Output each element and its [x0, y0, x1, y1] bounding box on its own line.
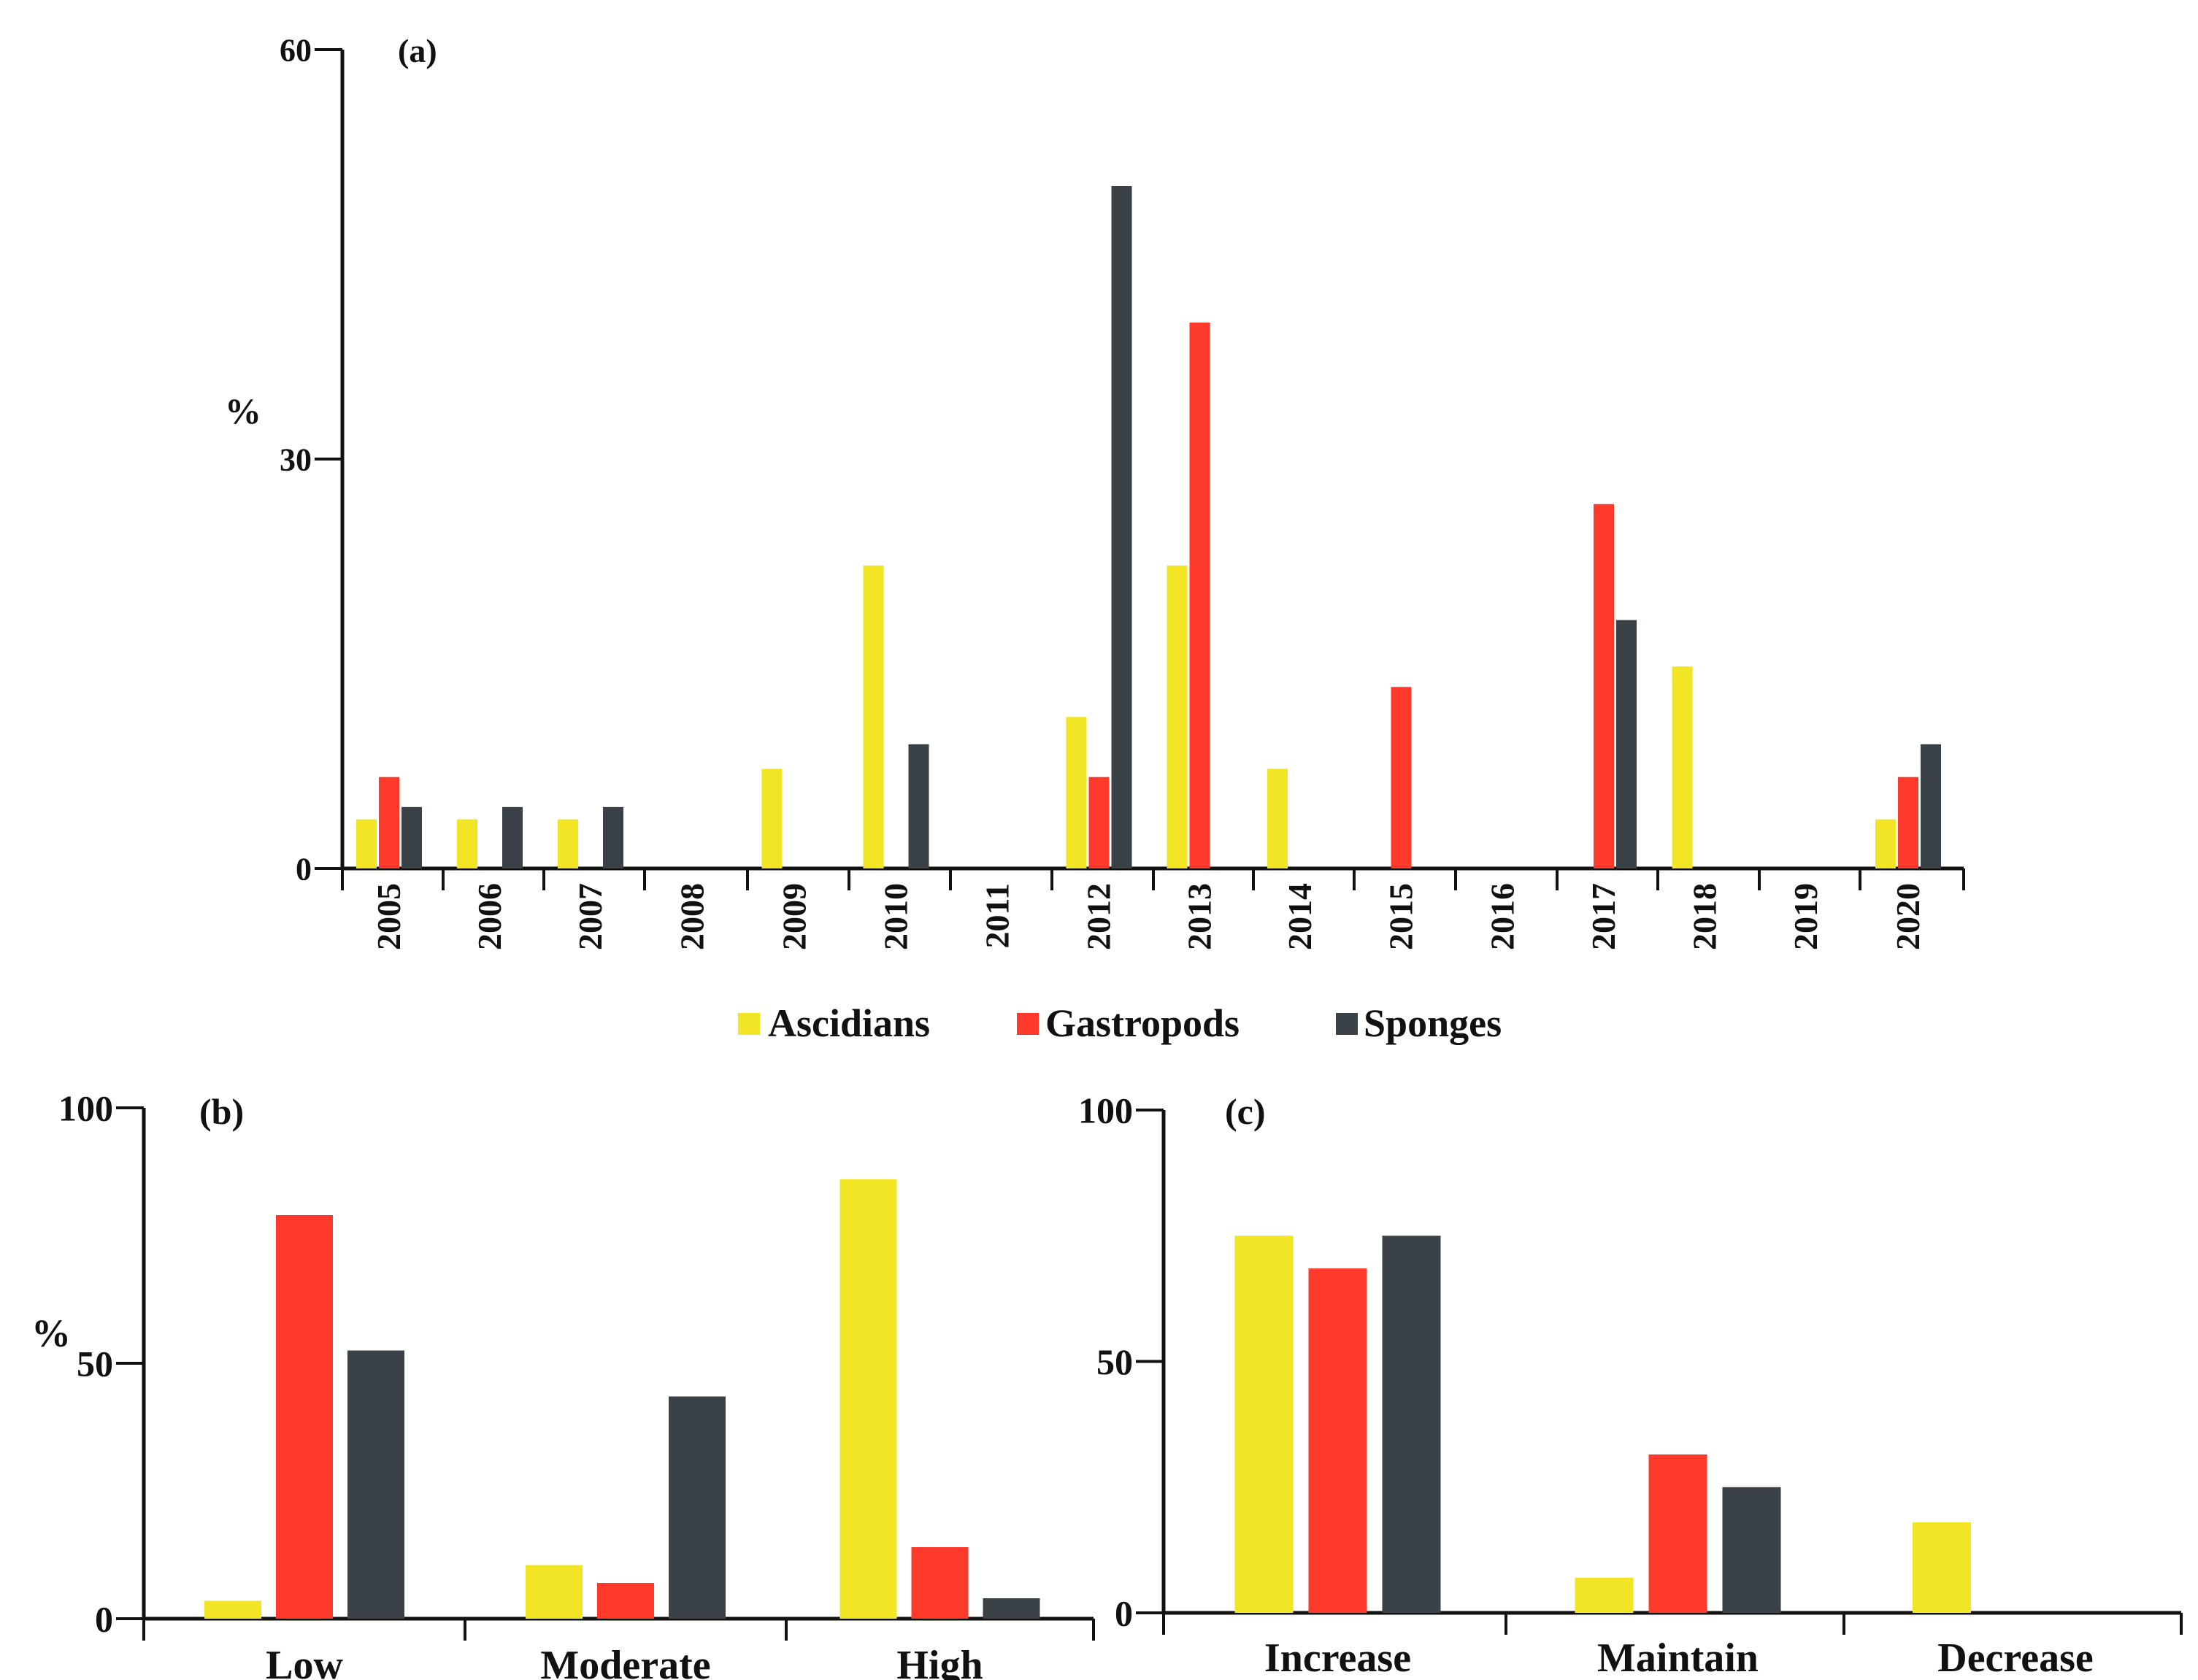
y-tick-label: 0	[95, 1599, 113, 1640]
x-tick-label-2011: 2011	[979, 883, 1016, 948]
bar-gastropods-high	[911, 1547, 969, 1619]
bar-sponges-moderate	[669, 1396, 726, 1619]
x-tick-label-2017: 2017	[1585, 883, 1622, 950]
bar-ascidians-high	[839, 1179, 897, 1619]
bar-gastropods-2005	[379, 777, 399, 868]
x-tick-label-2008: 2008	[674, 883, 711, 950]
x-tick-label-2014: 2014	[1281, 883, 1318, 950]
legend-swatch-ascidians	[738, 1013, 760, 1035]
bar-gastropods-2015	[1391, 687, 1412, 868]
bar-sponges-2020	[1921, 744, 1941, 868]
y-axis-label: %	[31, 1311, 71, 1355]
panel-label: (a)	[398, 32, 437, 69]
bar-sponges-2007	[603, 806, 623, 868]
bar-gastropods-2012	[1088, 777, 1110, 868]
legend-label-sponges: Sponges	[1364, 1001, 1502, 1045]
y-tick-label: 0	[1115, 1593, 1133, 1634]
bar-sponges-2006	[502, 806, 523, 868]
bar-sponges-2005	[401, 806, 422, 868]
bar-ascidians-low	[204, 1600, 261, 1619]
x-tick-label-2005: 2005	[370, 883, 407, 950]
y-tick-label: 100	[1078, 1090, 1133, 1131]
x-tick-label-2019: 2019	[1787, 883, 1824, 950]
bar-gastropods-2013	[1189, 323, 1210, 868]
bar-gastropods-2020	[1898, 777, 1918, 868]
bar-sponges-increase	[1382, 1236, 1441, 1613]
bar-sponges-2017	[1616, 620, 1637, 868]
y-tick-label: 0	[296, 851, 312, 887]
legend-label-gastropods: Gastropods	[1045, 1001, 1240, 1045]
x-tick-label-2012: 2012	[1080, 883, 1118, 950]
y-axis-label: %	[225, 390, 261, 431]
x-tick-label-increase: Increase	[1264, 1635, 1411, 1680]
bar-sponges-high	[983, 1598, 1040, 1619]
x-tick-label-2013: 2013	[1181, 883, 1218, 950]
panel-label: (b)	[199, 1091, 244, 1132]
bar-gastropods-maintain	[1648, 1454, 1707, 1613]
bar-ascidians-increase	[1234, 1236, 1294, 1613]
bar-ascidians-2009	[761, 768, 783, 868]
bar-ascidians-2018	[1672, 666, 1693, 868]
bar-ascidians-2007	[558, 819, 578, 868]
legend: Ascidians Gastropods Sponges	[738, 1001, 1502, 1045]
x-tick-label-moderate: Moderate	[540, 1643, 710, 1680]
bar-ascidians-maintain	[1575, 1577, 1634, 1613]
bar-gastropods-2017	[1594, 504, 1614, 868]
bar-gastropods-increase	[1308, 1268, 1367, 1613]
x-tick-label-low: Low	[266, 1643, 343, 1680]
bar-sponges-2012	[1111, 186, 1132, 868]
bar-ascidians-2020	[1875, 819, 1896, 868]
x-tick-label-2010: 2010	[877, 883, 915, 950]
x-tick-label-decrease: Decrease	[1937, 1635, 2094, 1680]
x-tick-label-high: High	[896, 1643, 983, 1680]
bar-sponges-2010	[908, 744, 929, 868]
y-tick-label: 100	[58, 1088, 113, 1129]
bar-sponges-low	[347, 1350, 404, 1619]
x-tick-label-2006: 2006	[471, 883, 508, 950]
panel-label: (c)	[1225, 1091, 1266, 1132]
bar-gastropods-low	[276, 1215, 333, 1619]
bar-ascidians-moderate	[526, 1565, 583, 1619]
legend-label-ascidians: Ascidians	[768, 1001, 930, 1045]
y-tick-label: 50	[1096, 1341, 1133, 1382]
bar-ascidians-decrease	[1913, 1522, 1971, 1613]
x-tick-label-2016: 2016	[1484, 883, 1521, 950]
y-tick-label: 60	[280, 32, 312, 68]
bar-sponges-maintain	[1722, 1487, 1781, 1613]
bar-ascidians-2006	[457, 819, 477, 868]
panel-c-chart: 0 50 100 Increase Maintain Decrease (c)	[1078, 1090, 2183, 1680]
bar-ascidians-2005	[356, 819, 377, 868]
bar-ascidians-2012	[1066, 717, 1087, 868]
x-tick-label-2018: 2018	[1686, 883, 1724, 950]
legend-swatch-gastropods	[1017, 1013, 1039, 1035]
x-tick-label-maintain: Maintain	[1597, 1635, 1759, 1680]
bar-gastropods-moderate	[597, 1583, 654, 1619]
panel-a-chart: 0 30 60 2005 2006 2007 2008 2009 2010 2011 2012 201…	[225, 32, 1965, 950]
bar-ascidians-2013	[1167, 565, 1188, 868]
x-tick-label-2009: 2009	[776, 883, 813, 950]
x-tick-label-2015: 2015	[1383, 883, 1420, 950]
panel-b-chart: 0 50 100 Low Moderate High (b)%	[31, 1088, 1095, 1680]
bar-ascidians-2014	[1267, 768, 1288, 868]
legend-swatch-sponges	[1336, 1013, 1358, 1035]
y-tick-label: 30	[280, 442, 312, 477]
x-tick-label-2007: 2007	[572, 883, 609, 950]
x-tick-label-2020: 2020	[1889, 883, 1926, 950]
bar-ascidians-2010	[863, 565, 884, 868]
y-tick-label: 50	[77, 1344, 113, 1384]
